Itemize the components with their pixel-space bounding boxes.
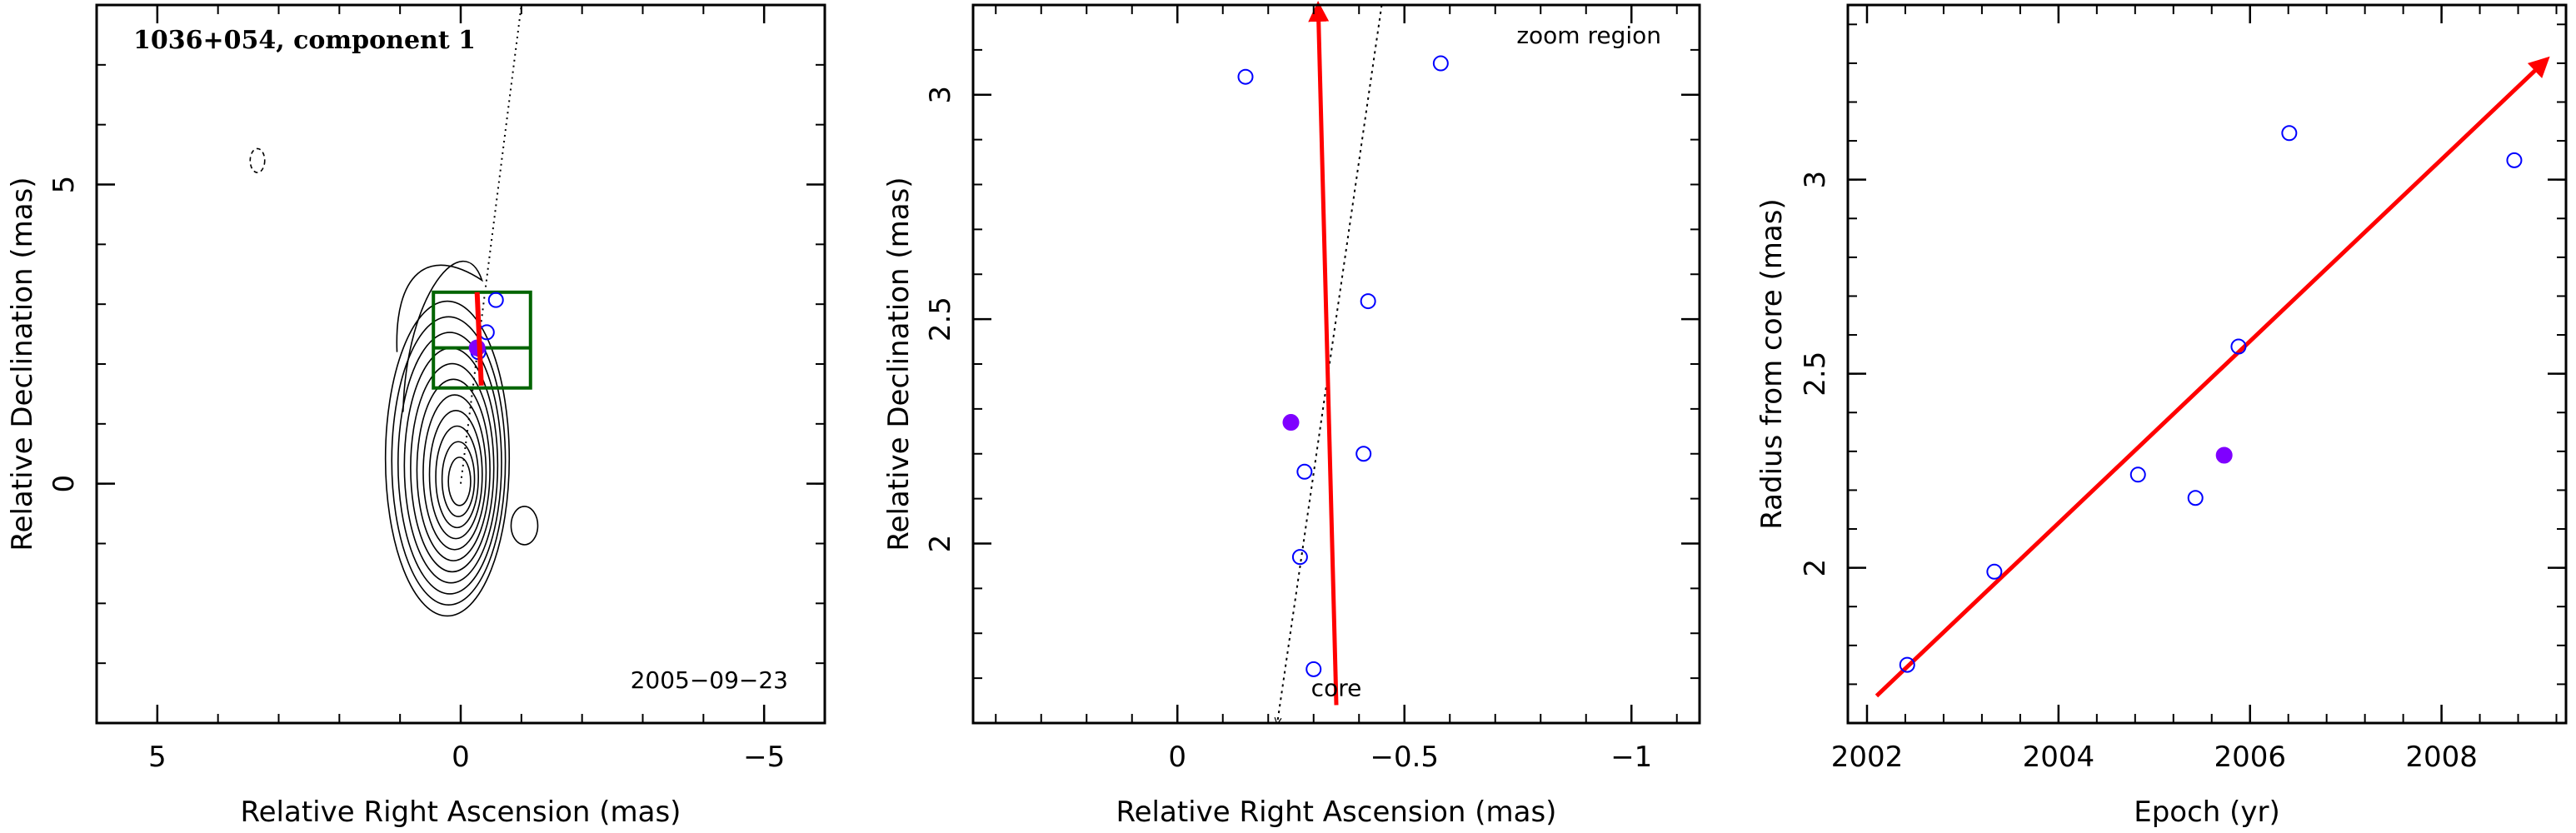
- panel-3-axes: 2002 2004 2006 2008 2 2.5 3: [1799, 3, 2568, 774]
- fit-line-arrow: [1875, 56, 2550, 698]
- motion-vector: [1308, 1, 1339, 706]
- plot-frame: [1846, 3, 2568, 725]
- open-point: [1432, 55, 1449, 72]
- x-tick-label: 2004: [2023, 741, 2095, 774]
- zoom-region-box: [432, 290, 532, 390]
- contour-level: [447, 456, 472, 506]
- panel-1-axes: 5 0 −5 0 5: [47, 3, 826, 774]
- negative-contour: [249, 147, 266, 173]
- x-tick-label: 2002: [1831, 741, 1904, 774]
- contour-jet-extension: [396, 260, 483, 412]
- x-tick-label: 2006: [2214, 741, 2286, 774]
- contour-level: [422, 394, 487, 551]
- panel-3-y-axis-label: Radius from core (mas): [1755, 198, 1789, 529]
- panel-1-date-annotation: 2005−09−23: [631, 666, 788, 694]
- panel-1-x-axis-label: Relative Right Ascension (mas): [241, 796, 681, 829]
- y-tick-label: 3: [1799, 171, 1832, 189]
- y-tick-label: 2.5: [924, 297, 957, 342]
- panel-2-overlay: [1237, 1, 1449, 723]
- contour-level: [435, 425, 479, 529]
- plot-frame: [971, 3, 1701, 725]
- y-tick-label: 0: [47, 475, 81, 493]
- contour-level: [441, 441, 476, 517]
- y-tick-label: 2: [1799, 559, 1832, 577]
- x-tick-label: 0: [452, 741, 470, 774]
- contour-level: [384, 300, 511, 617]
- open-point: [1899, 656, 1915, 673]
- y-tick-label: 2: [924, 535, 957, 553]
- contour-level: [416, 378, 491, 561]
- panel-2-y-axis-label: Relative Declination (mas): [882, 177, 916, 551]
- open-point: [2129, 466, 2146, 483]
- open-point: [1296, 463, 1313, 480]
- open-point: [1291, 549, 1308, 566]
- contour-set: [249, 147, 539, 617]
- panel-2-zoom-region: 0 −0.5 −1 2 2.5 3 zoom region core Relative R…: [882, 1, 1701, 829]
- panel-3-x-axis-label: Epoch (yr): [2134, 796, 2280, 829]
- y-tick-label: 5: [47, 176, 81, 194]
- panel-2-x-axis-label: Relative Right Ascension (mas): [1116, 796, 1557, 829]
- open-point: [1305, 661, 1322, 677]
- x-tick-label: −0.5: [1370, 741, 1439, 774]
- panel-2-zoom-annotation: zoom region: [1516, 22, 1661, 49]
- panel-1-contour-map: 5 0 −505 1036+054, component 1 2005−09−23 …: [6, 3, 826, 829]
- panel-2-core-annotation: core: [1311, 675, 1362, 702]
- jet-direction-line: [1277, 4, 1383, 723]
- x-tick-label: 0: [1168, 741, 1186, 774]
- open-point: [2506, 152, 2523, 168]
- panel-1-y-axis-label: Relative Declination (mas): [6, 177, 39, 551]
- open-point: [1986, 563, 2003, 580]
- contour-side-lobe: [510, 506, 539, 546]
- contour-level: [391, 316, 507, 606]
- panel-3-overlay: [1875, 56, 2550, 698]
- filled-point: [2215, 446, 2233, 464]
- jet-direction-line: [460, 4, 522, 484]
- open-point: [1237, 68, 1254, 85]
- panel-3-radius-vs-epoch: 2002 2004 2006 2008 2 2.5 3 Epoch (yr) Radius …: [1755, 3, 2568, 829]
- open-point: [1355, 446, 1372, 462]
- contour-level: [428, 409, 483, 540]
- x-tick-label: 5: [148, 741, 167, 774]
- y-tick-label: 3: [924, 86, 957, 104]
- open-point: [487, 292, 504, 308]
- contour-level: [397, 332, 502, 595]
- contour-level: [410, 362, 495, 573]
- open-point: [2187, 490, 2204, 506]
- open-point: [2281, 125, 2298, 142]
- open-point: [1360, 293, 1376, 310]
- panel-1-overlay: [432, 4, 532, 484]
- y-tick-label: 2.5: [1799, 352, 1832, 397]
- x-tick-label: 2008: [2405, 741, 2478, 774]
- filled-point: [1282, 414, 1300, 431]
- plot-frame: [95, 3, 826, 725]
- motion-vector: [474, 292, 484, 386]
- x-tick-label: −1: [1610, 741, 1652, 774]
- x-tick-label: −5: [743, 741, 785, 774]
- panel-1-title: 1036+054, component 1: [133, 26, 476, 55]
- panel-2-axes: 0 −0.5 −1 2 2.5 3: [924, 3, 1701, 774]
- open-point: [2230, 338, 2247, 355]
